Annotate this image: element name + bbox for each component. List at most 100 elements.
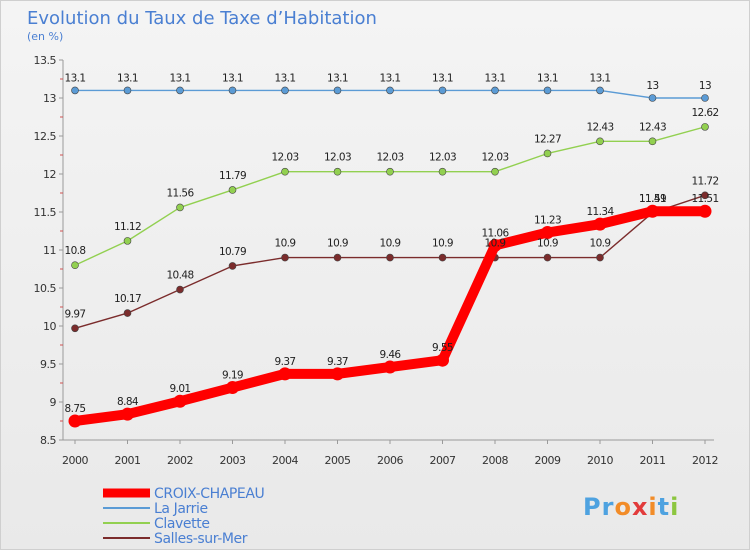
data-label: 11.12 — [114, 221, 141, 233]
series-layer — [68, 86, 712, 428]
data-point — [698, 204, 712, 218]
data-label: 9.46 — [380, 349, 402, 361]
data-point — [333, 253, 342, 262]
data-point — [386, 167, 394, 176]
data-point — [701, 123, 709, 131]
data-label: 12.03 — [429, 152, 456, 164]
data-point — [226, 381, 239, 395]
data-label: 9.19 — [222, 370, 243, 382]
axes: 8.5 9 9.5 10 10.5 11 11.5 12 12.5 13 13.5 2000 2001 2… — [34, 54, 719, 467]
data-label: 9.37 — [275, 356, 296, 368]
logo-letter: x — [632, 493, 648, 521]
data-point — [71, 324, 79, 333]
data-label: 10.9 — [380, 238, 401, 250]
data-labels: 13.1 13.1 13.1 13.1 13.1 13.1 13.1 13.1 13.1 13.1… — [65, 72, 720, 415]
data-point — [278, 367, 292, 381]
data-label: 10.9 — [432, 238, 453, 250]
data-label: 10.9 — [327, 238, 348, 250]
data-point — [173, 394, 187, 408]
data-point — [383, 360, 397, 374]
data-point — [281, 86, 289, 95]
x-tick-label: 2009 — [535, 454, 561, 467]
y-tick-label: 13 — [43, 92, 56, 105]
data-label: 13.1 — [117, 72, 138, 84]
x-tick-label: 2003 — [220, 454, 246, 467]
data-label: 9.01 — [170, 383, 191, 395]
data-point — [228, 86, 237, 95]
y-tick-label: 11 — [43, 244, 56, 257]
x-tick-label: 2006 — [377, 454, 403, 467]
data-label: 8.84 — [117, 396, 139, 408]
x-tick-label: 2004 — [272, 454, 298, 467]
y-tick-label: 10.5 — [34, 282, 57, 295]
y-tick-label: 12.5 — [34, 130, 57, 143]
data-point — [701, 94, 709, 102]
y-tick-label: 9 — [50, 396, 57, 409]
data-label: 10.9 — [590, 238, 611, 250]
data-point — [281, 253, 289, 262]
data-point — [68, 414, 82, 428]
data-point — [541, 226, 554, 240]
data-label: 9.37 — [327, 356, 348, 368]
data-label: 11.06 — [481, 227, 509, 239]
data-label: 9.97 — [65, 308, 86, 320]
data-point — [71, 86, 79, 95]
data-point — [333, 86, 342, 95]
data-point — [386, 253, 394, 262]
data-label: 11.72 — [691, 175, 718, 187]
data-label: 10.48 — [166, 270, 193, 282]
data-label: 12.03 — [271, 152, 298, 164]
legend-label: Salles-sur-Mer — [154, 531, 248, 547]
data-label: 11.56 — [166, 187, 194, 199]
data-point — [543, 86, 552, 95]
data-point — [123, 309, 132, 317]
data-point — [436, 353, 449, 367]
data-point — [333, 167, 342, 176]
data-label: 11.51 — [691, 193, 718, 205]
data-label: 11.34 — [586, 206, 614, 218]
data-label: 12.03 — [376, 152, 403, 164]
data-point — [438, 253, 447, 262]
x-tick-label: 2010 — [587, 454, 613, 467]
legend-label: La Jarrie — [154, 501, 208, 517]
data-point — [121, 407, 134, 421]
data-point — [123, 86, 132, 95]
y-tick-label: 12 — [43, 168, 56, 181]
data-label: 8.75 — [65, 403, 86, 415]
data-label: 13.1 — [65, 72, 86, 84]
data-point — [646, 204, 659, 218]
logo-letter: o — [614, 493, 632, 521]
data-label: 12.62 — [691, 107, 718, 119]
data-label: 11.51 — [639, 193, 666, 205]
data-point — [228, 262, 237, 270]
x-tick-label: 2005 — [325, 454, 351, 467]
y-tick-label: 10 — [43, 320, 56, 333]
data-point — [386, 86, 394, 95]
svg-text:Proxiti: Proxiti — [583, 493, 679, 521]
data-point — [281, 167, 289, 176]
data-point — [438, 86, 447, 95]
data-label: 10.17 — [114, 293, 141, 305]
logo-letter: i — [648, 493, 657, 521]
data-label: 13.1 — [170, 72, 191, 84]
data-label: 13 — [699, 80, 711, 92]
data-point — [71, 261, 79, 270]
data-label: 12.43 — [586, 121, 613, 133]
legend-label: CROIX-CHAPEAU — [154, 486, 265, 502]
chart-subtitle: (en %) — [27, 30, 63, 43]
data-point — [176, 285, 184, 294]
data-point — [596, 137, 604, 146]
data-label: 10.9 — [537, 238, 558, 250]
data-point — [596, 253, 604, 262]
proxiti-logo: Proxiti — [583, 493, 679, 521]
x-tick-label: 2007 — [430, 454, 456, 467]
data-point — [543, 253, 552, 262]
data-label: 10.8 — [65, 245, 86, 257]
data-point — [176, 86, 184, 95]
logo-letter: t — [658, 493, 670, 521]
logo-letter: i — [670, 493, 679, 521]
data-label: 13.1 — [590, 72, 611, 84]
data-point — [543, 149, 552, 158]
